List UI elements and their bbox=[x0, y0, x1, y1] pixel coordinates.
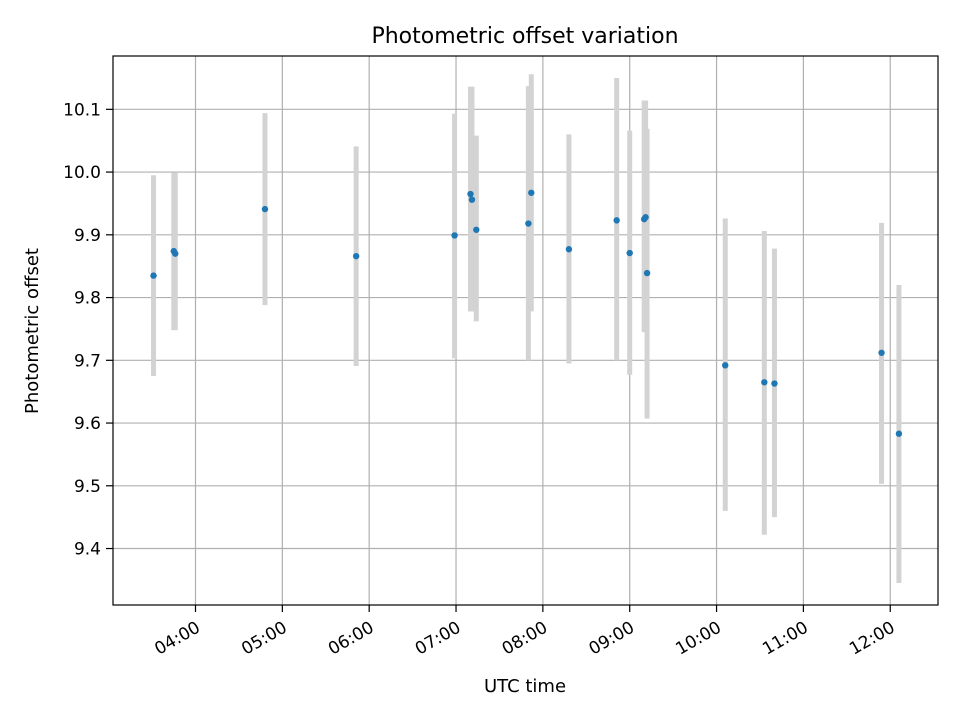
y-tick-label: 9.4 bbox=[74, 540, 101, 560]
data-points bbox=[150, 189, 903, 437]
x-axis-label: UTC time bbox=[484, 676, 566, 697]
plot-area bbox=[113, 56, 938, 605]
data-point bbox=[528, 189, 535, 196]
y-tick-label: 10.1 bbox=[63, 100, 101, 120]
data-point bbox=[468, 196, 476, 203]
y-tick-label: 9.8 bbox=[74, 289, 101, 309]
data-point bbox=[771, 380, 778, 387]
data-point bbox=[626, 249, 633, 257]
y-tick-label: 9.9 bbox=[74, 226, 101, 246]
plot-frame bbox=[112, 55, 939, 606]
y-tick-label: 10.0 bbox=[63, 163, 101, 183]
data-point bbox=[722, 362, 729, 369]
y-axis-ticks: 9.4 9.5 9.6 9.7 9.8 9.9 10.0 10.1 bbox=[63, 100, 113, 560]
y-tick-label: 9.5 bbox=[74, 477, 101, 497]
y-axis-label: Photometric offset bbox=[22, 248, 43, 414]
data-point bbox=[150, 272, 157, 279]
data-point bbox=[261, 205, 269, 213]
data-point bbox=[643, 269, 651, 277]
data-point bbox=[895, 430, 903, 437]
data-point bbox=[467, 190, 474, 198]
y-tick-label: 9.7 bbox=[74, 351, 101, 371]
data-point bbox=[878, 349, 885, 356]
data-point bbox=[451, 232, 458, 239]
data-point bbox=[473, 226, 480, 233]
data-point bbox=[525, 220, 532, 227]
data-point bbox=[172, 250, 179, 257]
data-point bbox=[613, 217, 620, 224]
y-tick-label: 9.6 bbox=[74, 414, 101, 434]
data-point bbox=[352, 252, 360, 260]
chart-title: Photometric offset variation bbox=[371, 24, 678, 49]
grid bbox=[113, 56, 938, 605]
data-point bbox=[565, 246, 573, 253]
data-point bbox=[642, 214, 649, 221]
data-point bbox=[761, 379, 768, 386]
